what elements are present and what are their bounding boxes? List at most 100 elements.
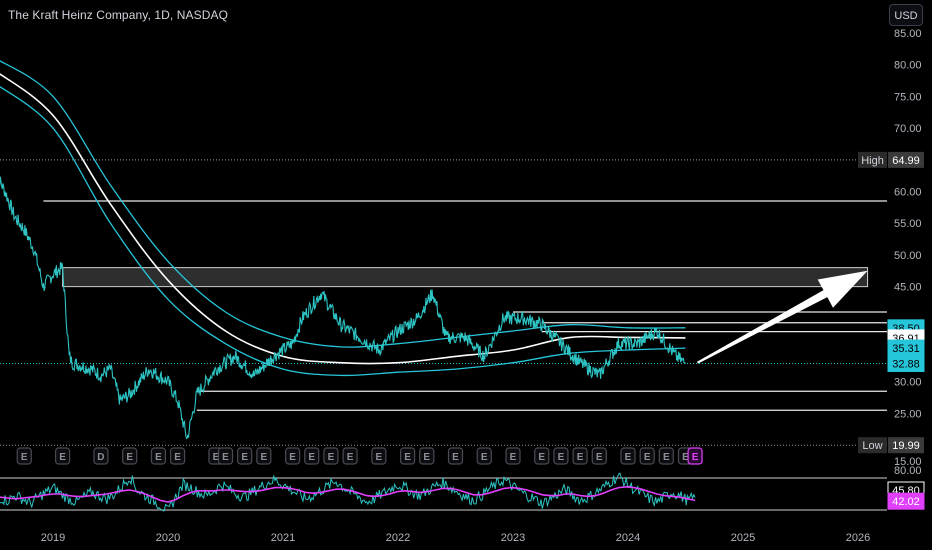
price-tag: 35.31 bbox=[887, 339, 925, 357]
earnings-marker-badge bbox=[572, 447, 588, 465]
earnings-marker-badge bbox=[371, 447, 387, 465]
low-tag-label: Low bbox=[862, 440, 882, 452]
earnings-marker: E bbox=[639, 447, 655, 465]
high-tag-label-box bbox=[858, 151, 887, 168]
earnings-marker-label: E bbox=[21, 452, 28, 463]
earnings-marker-label: E bbox=[452, 452, 459, 463]
earnings-marker: E bbox=[658, 447, 674, 465]
high-tag-value-box bbox=[888, 151, 924, 168]
currency-button[interactable]: USD bbox=[889, 4, 923, 26]
earnings-marker-label: E bbox=[577, 452, 584, 463]
y-axis-tick-label: 50.00 bbox=[894, 250, 922, 262]
earnings-marker-badge bbox=[342, 447, 358, 465]
low-tag-value: 19.99 bbox=[892, 440, 920, 452]
earnings-marker: E bbox=[553, 447, 569, 465]
y-axis-tick-label: 55.00 bbox=[894, 218, 922, 230]
earnings-marker: E bbox=[122, 447, 138, 465]
y-axis-tick-label: 75.00 bbox=[894, 91, 922, 103]
earnings-marker-badge bbox=[54, 447, 71, 465]
earnings-marker-label: E bbox=[213, 452, 220, 463]
earnings-marker-badge bbox=[284, 447, 301, 465]
earnings-marker-badge bbox=[93, 447, 109, 465]
earnings-marker: E bbox=[447, 447, 464, 465]
earnings-marker-badge bbox=[639, 447, 655, 465]
earnings-marker: E bbox=[620, 447, 636, 465]
price-tag: 32.88 bbox=[887, 354, 925, 372]
low-tag-value-box bbox=[888, 437, 924, 454]
earnings-marker-badge bbox=[237, 447, 253, 465]
rsi-ma-line bbox=[0, 485, 696, 503]
moving-average-line bbox=[0, 73, 686, 365]
earnings-marker: E bbox=[572, 447, 588, 465]
x-axis-tick-label: 2026 bbox=[846, 532, 870, 544]
earnings-marker: E bbox=[217, 447, 234, 465]
y-axis-tick-label: 25.00 bbox=[894, 408, 922, 420]
earnings-marker: E bbox=[256, 447, 272, 465]
x-axis-tick-label: 2019 bbox=[41, 532, 65, 544]
earnings-marker: E bbox=[284, 447, 301, 465]
earnings-marker-badge bbox=[304, 447, 320, 465]
earnings-marker-label: E bbox=[596, 452, 603, 463]
earnings-marker: E bbox=[150, 447, 167, 465]
earnings-marker-label: E bbox=[404, 452, 411, 463]
earnings-marker: E bbox=[16, 447, 32, 465]
high-tag-value: 64.99 bbox=[892, 155, 920, 167]
earnings-marker-label: E bbox=[289, 452, 296, 463]
earnings-marker: E bbox=[419, 447, 435, 465]
earnings-marker-label: E bbox=[538, 452, 545, 463]
earnings-marker-badge bbox=[169, 447, 186, 465]
high-tag-label: High bbox=[861, 155, 884, 167]
earnings-marker-badge bbox=[150, 447, 167, 465]
rsi-axis-tick-label: 80.00 bbox=[894, 465, 922, 477]
earnings-marker: E bbox=[304, 447, 320, 465]
earnings-marker-label: E bbox=[222, 452, 229, 463]
x-axis-tick-label: 2022 bbox=[386, 532, 410, 544]
y-axis-tick-label: 60.00 bbox=[894, 187, 922, 199]
earnings-marker-label: E bbox=[663, 452, 670, 463]
earnings-marker-badge bbox=[476, 447, 492, 465]
earnings-marker: E bbox=[505, 447, 521, 465]
earnings-marker-badge bbox=[217, 447, 234, 465]
price-tag-box bbox=[887, 354, 925, 372]
price-tag-text: 32.88 bbox=[892, 358, 920, 370]
earnings-marker: E bbox=[534, 447, 550, 465]
earnings-marker-badge bbox=[16, 447, 32, 465]
earnings-marker-label: E bbox=[510, 452, 517, 463]
earnings-marker-label: E bbox=[260, 452, 267, 463]
y-axis-tick-label: 45.00 bbox=[894, 282, 922, 294]
high-tag: High 64.99 bbox=[858, 151, 924, 168]
earnings-marker-badge bbox=[620, 447, 636, 465]
earnings-marker: E bbox=[371, 447, 387, 465]
earnings-marker: E bbox=[342, 447, 358, 465]
low-tag-label-box bbox=[858, 437, 887, 454]
earnings-marker: E bbox=[591, 447, 607, 465]
earnings-marker-label: E bbox=[692, 452, 699, 463]
earnings-marker-label: E bbox=[155, 452, 162, 463]
earnings-marker-label: E bbox=[558, 452, 565, 463]
earnings-marker-label: E bbox=[682, 452, 689, 463]
y-axis-tick-label: 30.00 bbox=[894, 377, 922, 389]
rsi-ma-value-tag-box bbox=[887, 492, 925, 510]
earnings-marker-label: E bbox=[59, 452, 66, 463]
earnings-marker-label: E bbox=[481, 452, 488, 463]
earnings-marker-label: E bbox=[126, 452, 133, 463]
earnings-marker: E bbox=[476, 447, 492, 465]
earnings-marker: E bbox=[323, 447, 339, 465]
earnings-marker-badge bbox=[256, 447, 272, 465]
earnings-marker-badge bbox=[553, 447, 569, 465]
x-axis-tick-label: 2025 bbox=[731, 532, 755, 544]
earnings-marker: E bbox=[237, 447, 253, 465]
earnings-marker-label: E bbox=[375, 452, 382, 463]
earnings-marker: D bbox=[93, 447, 109, 465]
earnings-marker-badge bbox=[687, 447, 703, 465]
earnings-marker-label: E bbox=[347, 452, 354, 463]
earnings-marker-label: E bbox=[241, 452, 248, 463]
x-axis-tick-label: 2023 bbox=[501, 532, 525, 544]
x-axis-tick-label: 2020 bbox=[156, 532, 180, 544]
earnings-marker-label: E bbox=[625, 452, 632, 463]
earnings-marker-badge bbox=[323, 447, 339, 465]
price-tag-text: 35.31 bbox=[892, 343, 920, 355]
earnings-marker-badge bbox=[419, 447, 435, 465]
